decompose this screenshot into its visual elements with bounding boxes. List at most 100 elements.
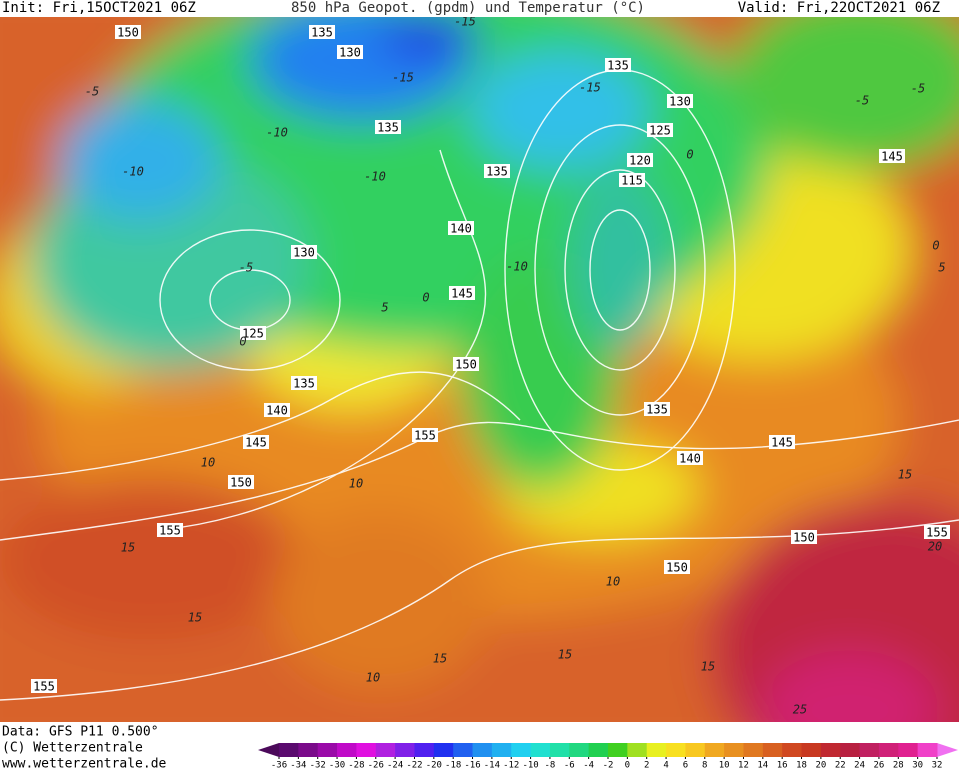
temperature-label: 15 xyxy=(433,652,447,666)
geopotential-label-box xyxy=(243,435,269,449)
colorbar-end-low xyxy=(258,743,279,757)
colorbar-tick-label: 8 xyxy=(702,761,707,770)
website: www.wetterzentrale.de xyxy=(2,757,167,770)
colorbar-swatch xyxy=(298,743,319,757)
geopotential-label-box xyxy=(677,451,703,465)
temperature-label: -5 xyxy=(855,94,869,108)
colorbar-swatch xyxy=(608,743,628,757)
geopotential-label-box xyxy=(664,560,690,574)
colorbar-tick-label: 24 xyxy=(854,761,865,770)
geopotential-label: 130 xyxy=(669,95,691,109)
isohypse xyxy=(534,124,706,416)
temperature-label: 0 xyxy=(239,335,246,349)
field-blob xyxy=(760,650,940,722)
temperature-label: -5 xyxy=(85,85,99,99)
geopotential-label: 155 xyxy=(159,524,181,538)
geopotential-label: 145 xyxy=(771,436,793,450)
temperature-label: 0 xyxy=(686,148,693,162)
geopotential-label-box xyxy=(115,25,141,39)
temperature-label: 25 xyxy=(793,703,807,717)
colorbar-swatch xyxy=(646,743,667,757)
temperature-label: 10 xyxy=(366,671,380,685)
temperature-label: -5 xyxy=(911,82,925,96)
colorbar-tick-label: 10 xyxy=(719,761,730,770)
valid-time: Valid: Fri,22OCT2021 06Z xyxy=(738,0,940,16)
colorbar-swatch xyxy=(279,743,299,757)
geopotential-label: 145 xyxy=(881,150,903,164)
geopotential-label: 155 xyxy=(414,429,436,443)
colorbar-swatch xyxy=(414,743,435,757)
colorbar-tick-label: 18 xyxy=(796,761,807,770)
map-title: 850 hPa Geopot. (gpdm) und Temperatur (°… xyxy=(291,0,645,16)
temperature-label: 15 xyxy=(898,468,912,482)
geopotential-label-box xyxy=(647,123,673,137)
isohypse xyxy=(564,169,676,371)
colorbar: -36 -34 -32 -30 -28 -26 -24 -22 -20 -18 -16 -14 -12-… xyxy=(258,743,958,770)
colorbar-swatch xyxy=(898,743,919,757)
geopotential-label-box xyxy=(484,164,510,178)
temperature-label: 0 xyxy=(932,239,939,253)
temperature-label: 15 xyxy=(121,541,135,555)
colorbar-tick-label: -12 xyxy=(503,761,519,770)
colorbar-swatch xyxy=(685,743,706,757)
geopotential-label: 155 xyxy=(926,526,948,540)
geopotential-label-box xyxy=(291,245,317,259)
colorbar-tick-label: -26 xyxy=(368,761,384,770)
colorbar-tick-label: 16 xyxy=(777,761,788,770)
colorbar-tick-label: 28 xyxy=(893,761,904,770)
isohypse xyxy=(0,519,959,701)
geopotential-label: 145 xyxy=(245,436,267,450)
colorbar-swatch xyxy=(820,743,841,757)
colorbar-tick-label: -16 xyxy=(464,761,480,770)
colorbar-tick-label: 4 xyxy=(663,761,668,770)
colorbar-tick-label: -28 xyxy=(348,761,364,770)
geopotential-label: 135 xyxy=(377,121,399,135)
colorbar-tick-label: 20 xyxy=(815,761,826,770)
temperature-label: 10 xyxy=(606,575,620,589)
colorbar-tick-label: -20 xyxy=(426,761,442,770)
geopotential-label-box xyxy=(619,173,645,187)
colorbar-swatch xyxy=(549,743,570,757)
geopotential-label: 150 xyxy=(666,561,688,575)
geopotential-label: 135 xyxy=(311,26,333,40)
temperature-label: -15 xyxy=(579,81,601,95)
colorbar-swatch xyxy=(511,743,532,757)
geopotential-label-box xyxy=(375,120,401,134)
temperature-label: -10 xyxy=(364,170,386,184)
field-blob xyxy=(0,480,300,640)
geopotential-label-box xyxy=(924,525,950,539)
colorbar-swatch xyxy=(356,743,377,757)
colorbar-tick-label: 0 xyxy=(625,761,630,770)
colorbar-tick-label: -4 xyxy=(583,761,594,770)
colorbar-swatch xyxy=(840,743,861,757)
geopotential-label-box xyxy=(605,58,631,72)
geopotential-label-box xyxy=(31,679,57,693)
colorbar-swatch xyxy=(395,743,415,757)
colorbar-swatch xyxy=(433,743,454,757)
colorbar-tick-label: -6 xyxy=(564,761,575,770)
colorbar-swatch xyxy=(917,743,938,757)
geopotential-label: 135 xyxy=(486,165,508,179)
geopotential-label-box xyxy=(264,403,290,417)
geopotential-label: 135 xyxy=(607,59,629,73)
colorbar-tick-label: -34 xyxy=(290,761,306,770)
geopotential-label-box xyxy=(337,45,363,59)
geopotential-label: 135 xyxy=(646,403,668,417)
field-blob xyxy=(730,17,959,170)
colorbar-tick-label: -10 xyxy=(522,761,538,770)
temperature-label: 10 xyxy=(349,477,363,491)
geopotential-label: 150 xyxy=(793,531,815,545)
geopotential-label: 115 xyxy=(621,174,643,188)
geopotential-label-box xyxy=(449,286,475,300)
colorbar-swatch xyxy=(317,743,338,757)
geopotential-label-box xyxy=(228,475,254,489)
geopotential-label: 145 xyxy=(451,287,473,301)
colorbar-swatch xyxy=(375,743,396,757)
geopotential-label-box xyxy=(879,149,905,163)
colorbar-swatch xyxy=(588,743,609,757)
temperature-label: 5 xyxy=(938,261,945,275)
temperature-label: -5 xyxy=(239,261,253,275)
